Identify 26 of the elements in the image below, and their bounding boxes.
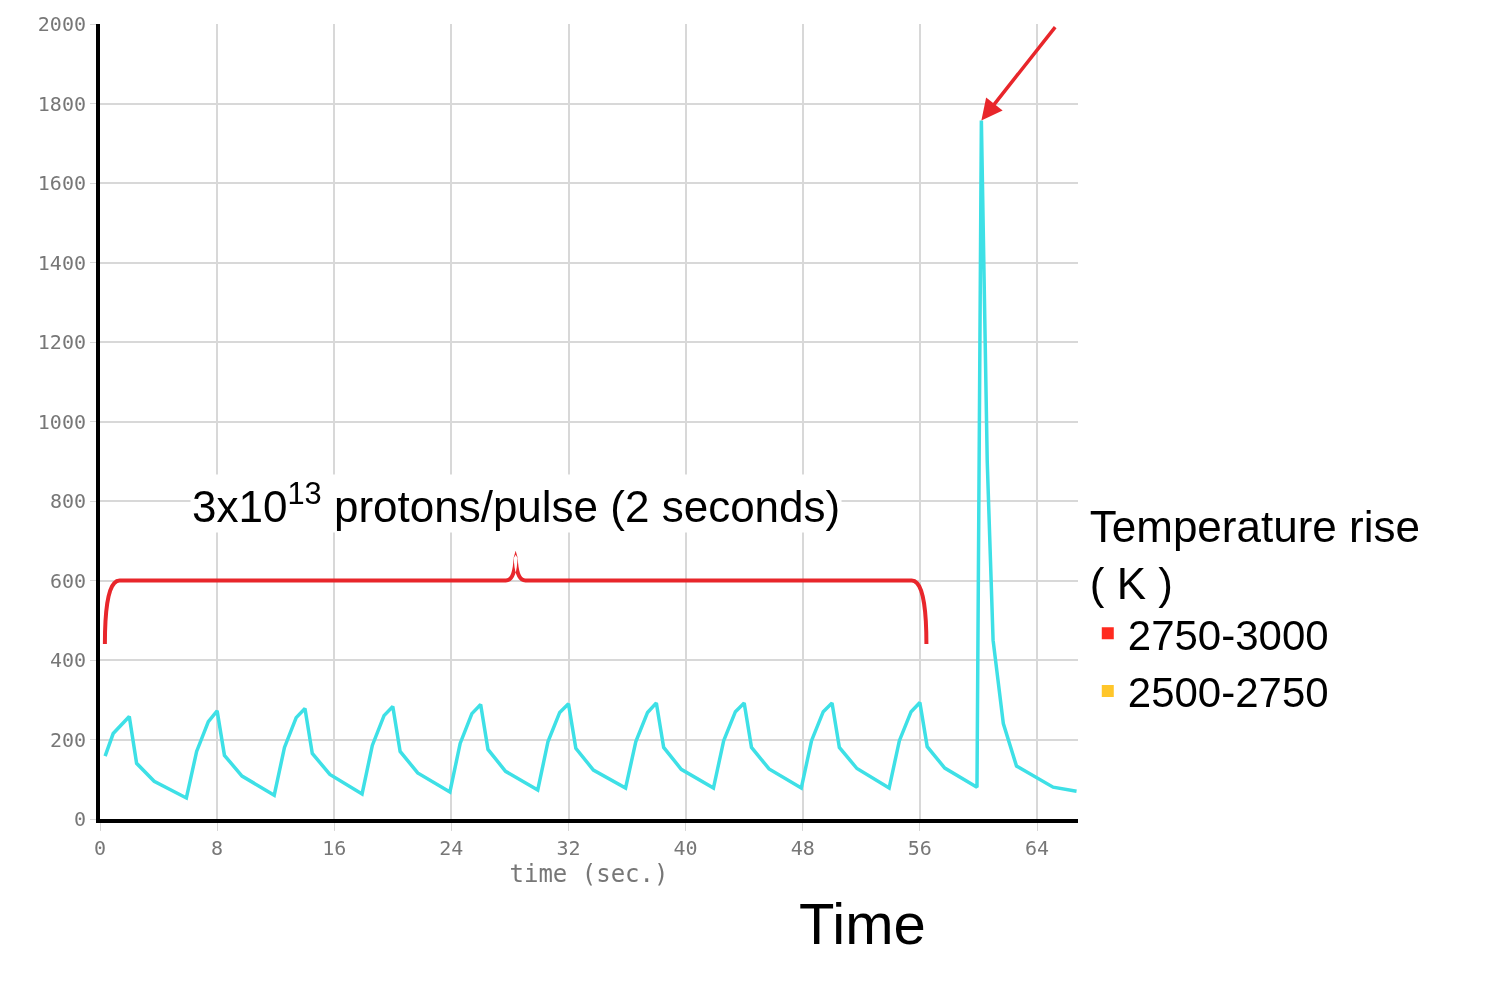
y-tick-label: 1600 xyxy=(37,171,86,195)
x-tick-label: 32 xyxy=(556,836,581,860)
x-tick-label: 64 xyxy=(1024,836,1050,860)
x-tick-label: 0 xyxy=(93,836,107,860)
text: Time xyxy=(799,891,926,956)
y-tick-label: 0 xyxy=(73,807,86,831)
x-tick-label: 48 xyxy=(790,836,815,860)
x-tick-label: 56 xyxy=(907,836,932,860)
y-tick-label: 1000 xyxy=(37,409,86,434)
x-axis-title: time (sec.) xyxy=(509,860,669,888)
x-tick-label: 16 xyxy=(322,836,347,860)
x-tick-label: 40 xyxy=(673,836,698,860)
y-tick-label: 200 xyxy=(49,727,86,752)
legend-title: Temperature rise ( K ) xyxy=(1089,502,1420,609)
y-tick-label: 400 xyxy=(49,648,86,672)
y-tick-label: 600 xyxy=(49,568,86,593)
legend-label: 2750-3000 xyxy=(1127,611,1329,659)
y-tick-label: 1800 xyxy=(37,91,86,116)
legend-label: 2500-2750 xyxy=(1127,669,1329,717)
x-tick-label: 8 xyxy=(211,836,224,860)
x-tick-label: 24 xyxy=(439,836,464,860)
y-tick-label: 2000 xyxy=(37,12,86,36)
y-tick-label: 800 xyxy=(49,489,86,513)
y-tick-label: 1400 xyxy=(37,250,86,275)
annotation: 3x10$^{13}$ protons/pulse (2 seconds) xyxy=(192,476,841,532)
y-tick-label: 1200 xyxy=(37,330,86,354)
